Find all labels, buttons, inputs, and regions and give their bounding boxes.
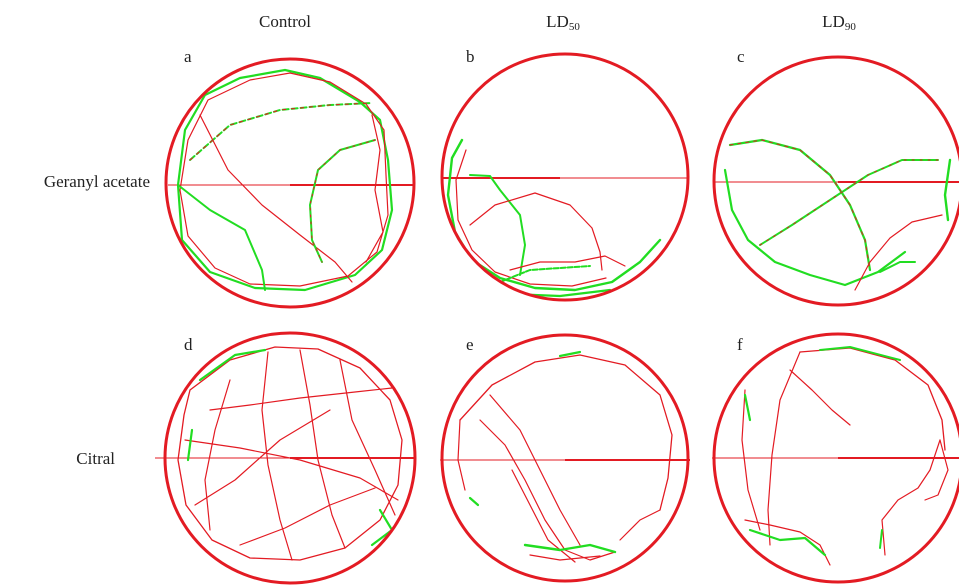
column-header-ld90: LD90 xyxy=(759,12,919,33)
panel-letter-d: d xyxy=(184,335,193,354)
panel-letter-b: b xyxy=(466,47,475,66)
arena-panel-c xyxy=(712,55,959,307)
track-path xyxy=(499,265,591,283)
track-path xyxy=(489,394,581,546)
track-path xyxy=(469,192,603,271)
panel-letter-a: a xyxy=(184,47,192,66)
track-path xyxy=(176,68,394,292)
track-path xyxy=(744,519,831,566)
arena-boundary xyxy=(712,55,959,307)
track-path xyxy=(339,359,396,516)
track-path xyxy=(370,508,394,547)
track-path xyxy=(204,379,231,531)
track-path xyxy=(879,529,883,549)
track-path xyxy=(299,349,346,549)
track-path xyxy=(186,428,194,462)
track-path xyxy=(446,138,662,292)
track-path xyxy=(767,351,801,546)
arena-panel-d xyxy=(155,331,417,585)
arena-panel-f xyxy=(712,332,959,584)
column-header-text: Control xyxy=(259,12,311,31)
track-path xyxy=(759,159,939,246)
arena-panel-a xyxy=(164,57,416,309)
track-path xyxy=(469,174,526,276)
track-path xyxy=(309,139,376,263)
track-path xyxy=(729,139,871,271)
column-header-subscript: 50 xyxy=(568,21,580,33)
track-path xyxy=(365,114,384,263)
track-path xyxy=(198,348,267,382)
track-path xyxy=(509,255,626,271)
track-path xyxy=(189,102,373,161)
track-path xyxy=(511,469,576,563)
track-path xyxy=(468,496,480,507)
track-path xyxy=(741,389,761,531)
column-header-text: LD xyxy=(546,12,569,31)
track-path xyxy=(239,487,376,546)
track-path xyxy=(261,351,293,561)
track-path xyxy=(309,139,376,263)
panel-letter-c: c xyxy=(737,47,745,66)
track-path xyxy=(177,346,403,561)
track-path xyxy=(457,419,466,491)
arena-boundary xyxy=(163,331,417,585)
track-path xyxy=(748,528,827,557)
track-path xyxy=(194,409,331,506)
track-path xyxy=(879,261,916,273)
column-header-text: LD xyxy=(822,12,845,31)
track-path xyxy=(924,439,949,501)
track-path xyxy=(619,509,661,541)
track-path xyxy=(177,184,266,291)
arena-boundary xyxy=(440,333,690,583)
arena-panel-e xyxy=(440,333,690,583)
track-path xyxy=(184,439,399,501)
track-path xyxy=(881,439,941,556)
arena-boundary xyxy=(440,52,690,302)
track-path xyxy=(819,346,901,361)
track-path xyxy=(179,72,389,287)
column-header-subscript: 90 xyxy=(844,21,856,33)
track-path xyxy=(728,138,872,272)
column-header-ld50: LD50 xyxy=(483,12,643,33)
arena-panel-b xyxy=(440,52,690,302)
track-path xyxy=(209,387,393,411)
track-path xyxy=(854,214,943,291)
panel-letter-e: e xyxy=(466,335,474,354)
track-path xyxy=(189,102,373,161)
track-path xyxy=(743,393,752,422)
panel-letter-f: f xyxy=(737,335,743,354)
track-path xyxy=(529,554,601,561)
track-path xyxy=(523,543,617,554)
track-path xyxy=(479,419,616,561)
track-path xyxy=(723,168,907,287)
track-path xyxy=(455,149,607,287)
row-label-geranyl-acetate: Geranyl acetate xyxy=(43,172,150,191)
track-path xyxy=(199,114,353,283)
track-path xyxy=(558,350,582,358)
row-label-citral: Citral xyxy=(76,449,115,468)
arena-boundary xyxy=(712,332,959,584)
arena-boundary xyxy=(164,57,416,309)
column-header-control: Control xyxy=(205,12,365,33)
track-path xyxy=(459,354,673,511)
track-path xyxy=(789,369,851,426)
track-path xyxy=(943,158,952,222)
